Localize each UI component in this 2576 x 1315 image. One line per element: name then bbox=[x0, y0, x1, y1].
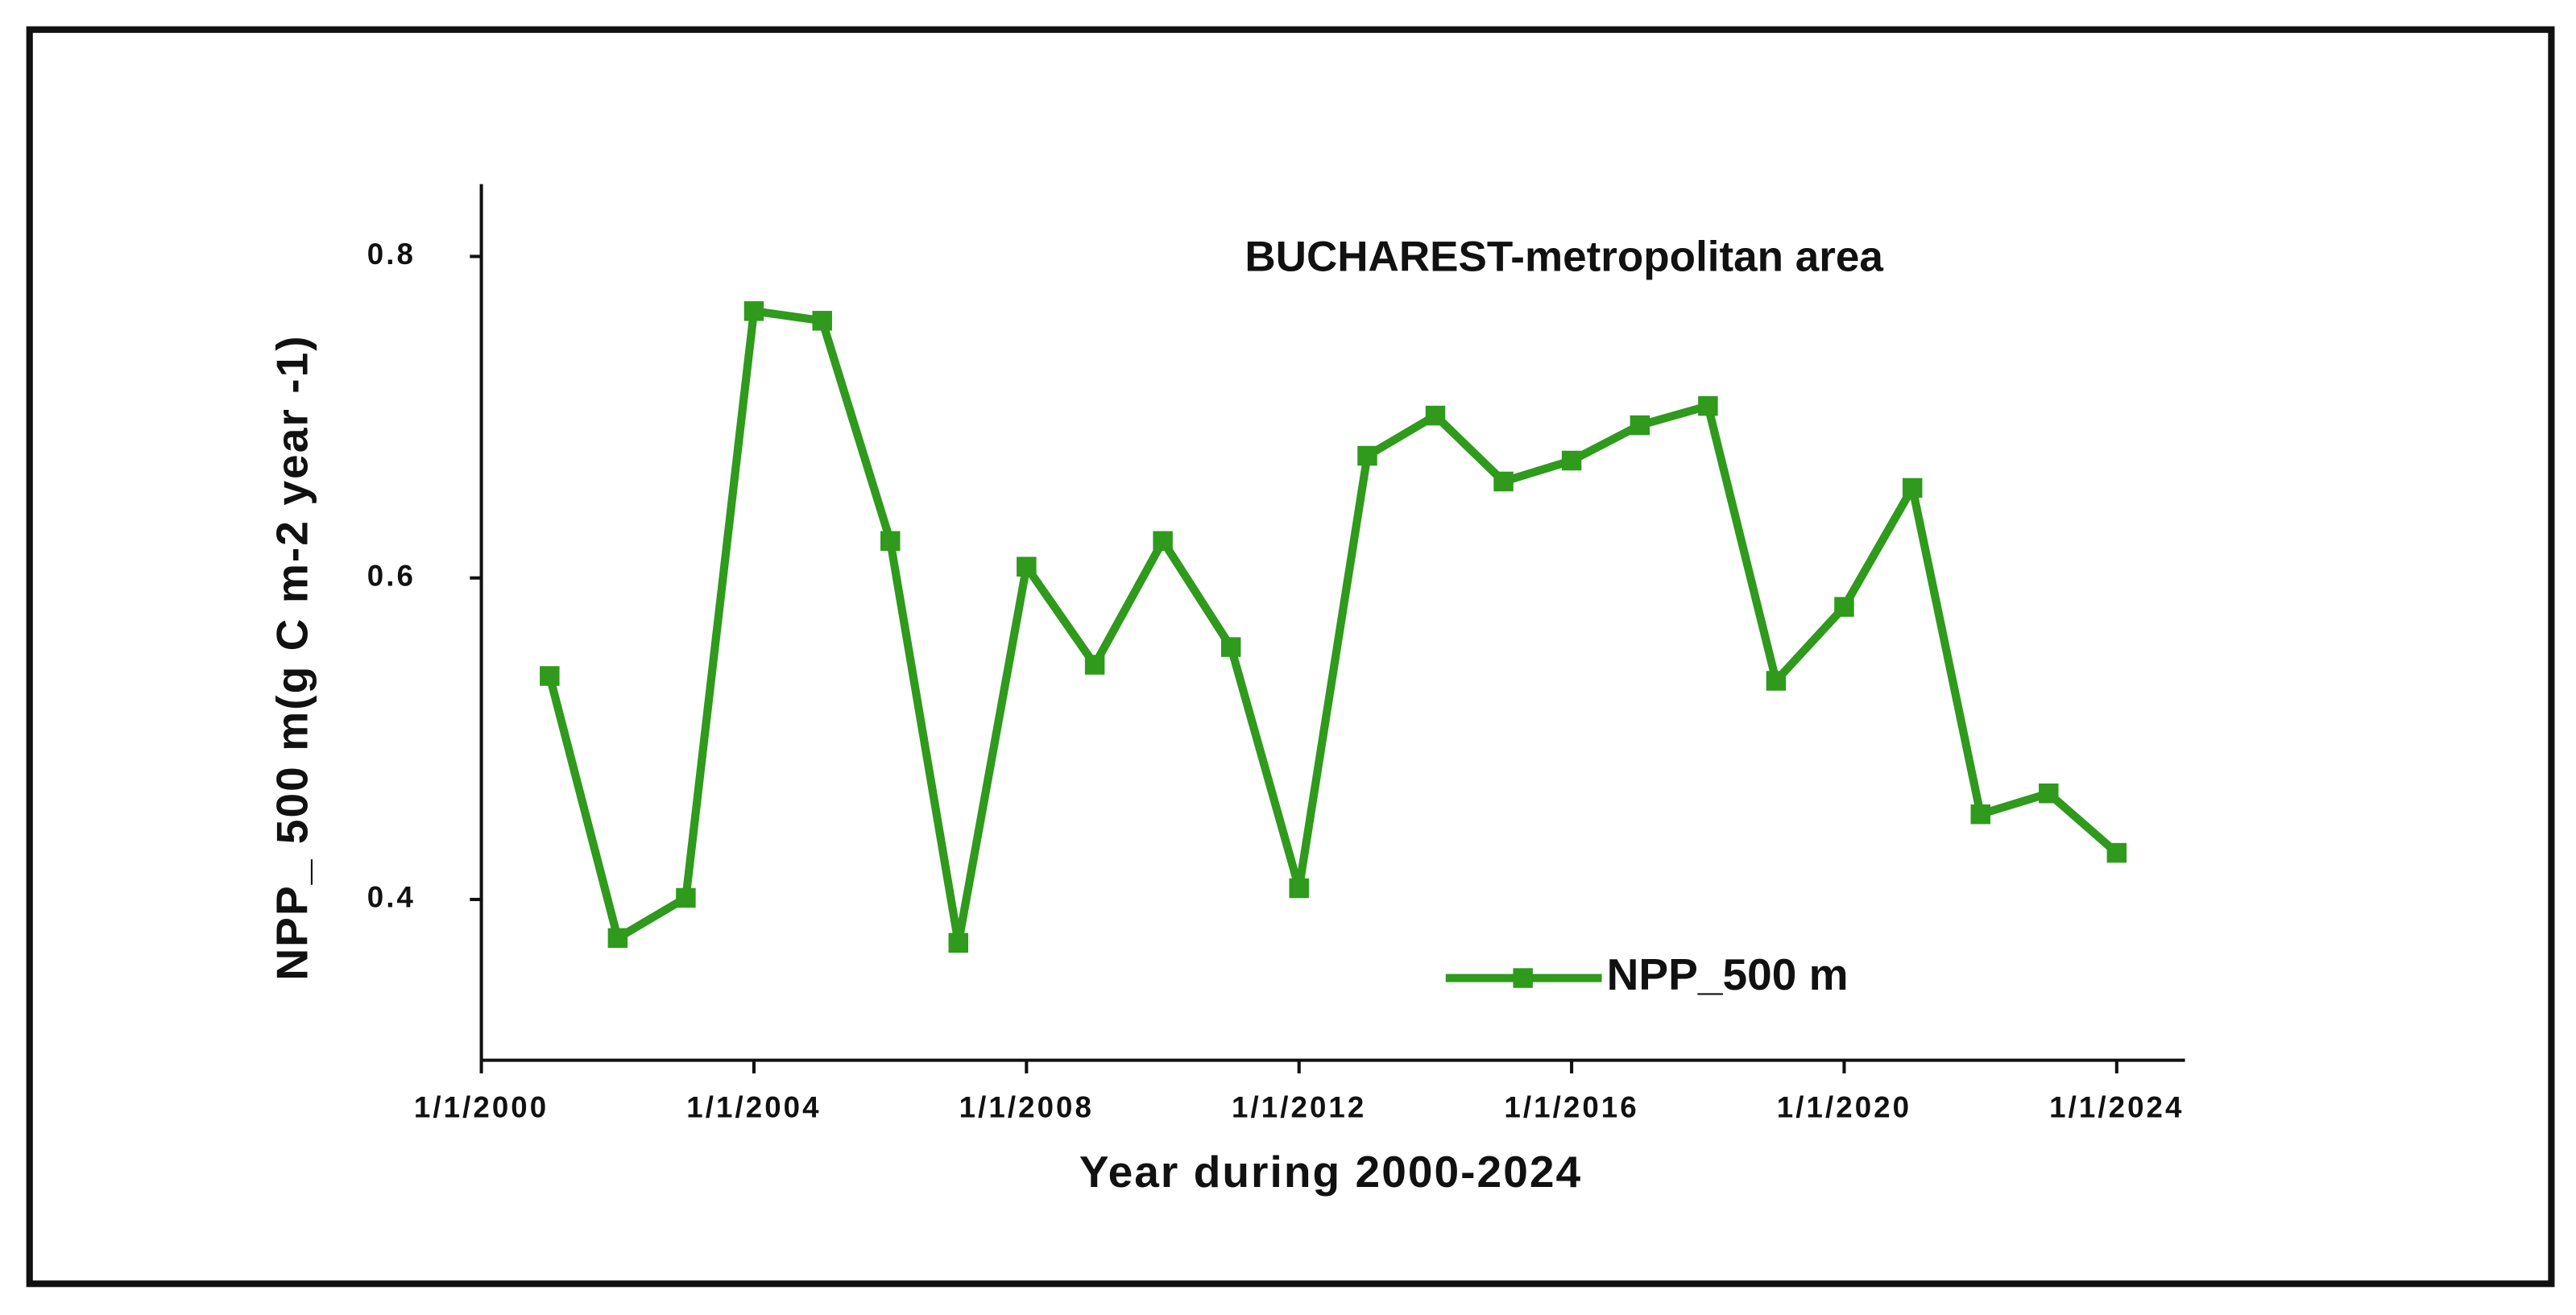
point bbox=[1220, 637, 1241, 657]
frame bbox=[26, 26, 2555, 1288]
point bbox=[1698, 395, 1718, 416]
x-tick-label: 1/1/2008 bbox=[959, 1091, 1094, 1124]
point bbox=[1017, 556, 1037, 577]
point bbox=[1084, 655, 1105, 675]
y-tick-label: 0.6 bbox=[367, 559, 416, 592]
legend-label: NPP_500 m bbox=[1607, 949, 1849, 999]
point bbox=[540, 666, 560, 686]
legend-marker bbox=[1513, 968, 1533, 988]
x-axis-title: Year during 2000-2024 bbox=[1079, 1147, 1582, 1197]
point bbox=[812, 311, 832, 331]
point bbox=[2039, 783, 2059, 804]
point bbox=[1902, 478, 1923, 498]
x-tick-label: 1/1/2012 bbox=[1232, 1091, 1366, 1124]
point bbox=[1493, 471, 1514, 492]
y-tick-label: 0.8 bbox=[367, 238, 416, 271]
point bbox=[2106, 842, 2127, 863]
point bbox=[607, 928, 628, 949]
x-tick-label: 1/1/2000 bbox=[414, 1091, 549, 1124]
x-tick-label: 1/1/2020 bbox=[1777, 1091, 1911, 1124]
point bbox=[1561, 450, 1582, 471]
x-tick-label: 1/1/2004 bbox=[686, 1091, 821, 1124]
point bbox=[676, 887, 696, 908]
x-tick-label: 1/1/2016 bbox=[1504, 1091, 1638, 1124]
chart-title: BUCHAREST-metropolitan area bbox=[1245, 234, 1883, 281]
point bbox=[880, 531, 901, 552]
point bbox=[948, 932, 969, 953]
series-line bbox=[545, 307, 2120, 947]
point bbox=[1357, 445, 1377, 466]
point bbox=[1970, 804, 1990, 825]
point bbox=[1153, 531, 1173, 552]
point bbox=[1630, 415, 1650, 436]
point bbox=[1834, 597, 1854, 617]
y-axis-title: NPP_ 500 m(g C m-2 year -1) bbox=[267, 334, 317, 980]
point bbox=[743, 301, 764, 321]
y-tick-label: 0.4 bbox=[367, 881, 416, 914]
x-tick-label: 1/1/2024 bbox=[2049, 1091, 2184, 1124]
point bbox=[1289, 878, 1309, 899]
point bbox=[1766, 671, 1787, 691]
point bbox=[1425, 405, 1446, 426]
